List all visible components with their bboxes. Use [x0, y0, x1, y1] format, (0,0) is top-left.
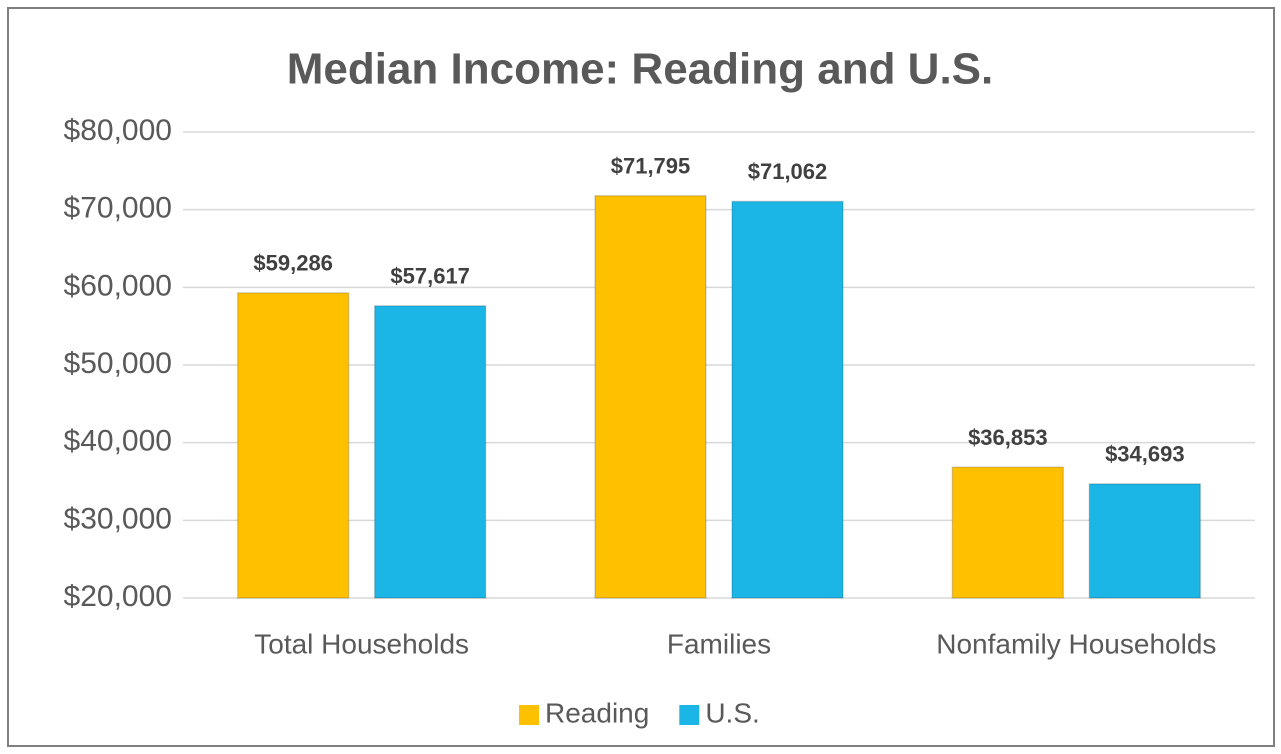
legend-swatch [679, 705, 700, 725]
y-tick-label: $60,000 [64, 269, 172, 302]
y-tick-label: $70,000 [64, 192, 172, 225]
bar [731, 200, 844, 599]
y-tick-label: $30,000 [64, 502, 172, 535]
y-tick-label: $20,000 [64, 580, 172, 613]
value-label: $57,617 [390, 264, 470, 289]
bar [1088, 483, 1202, 599]
x-tick-label: Nonfamily Households [936, 628, 1216, 659]
bar [373, 305, 487, 599]
value-label: $71,062 [748, 159, 828, 184]
legend-label: U.S. [705, 697, 759, 728]
y-tick-label: $50,000 [64, 347, 172, 380]
x-tick-label: Families [667, 628, 771, 659]
value-label: $71,795 [611, 154, 691, 179]
chart-title: Median Income: Reading and U.S. [287, 45, 994, 94]
legend-swatch [519, 705, 539, 725]
x-tick-label: Total Households [254, 628, 469, 659]
bar [594, 194, 707, 599]
y-tick-label: $40,000 [64, 425, 172, 458]
bar [951, 466, 1065, 599]
y-tick-label: $80,000 [64, 114, 172, 147]
value-label: $34,693 [1105, 442, 1185, 467]
legend-label: Reading [545, 697, 649, 728]
value-label: $36,853 [968, 425, 1048, 450]
bar [236, 292, 350, 599]
value-label: $59,286 [253, 251, 333, 276]
